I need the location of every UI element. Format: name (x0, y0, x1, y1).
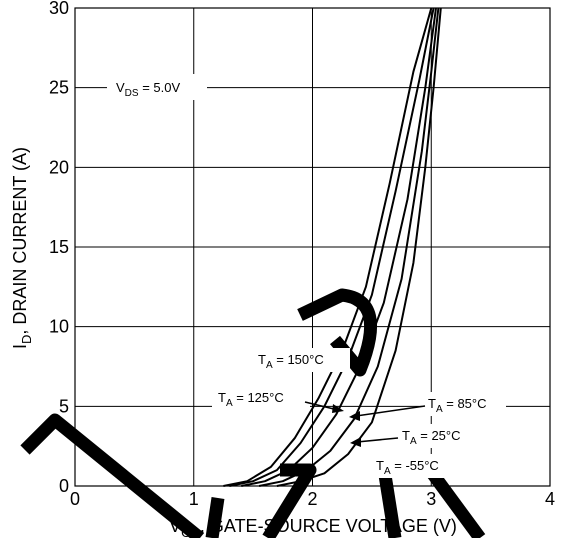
label-bg-85 (422, 392, 506, 416)
series-label-150-sub: A (266, 360, 273, 371)
y-tick-label-20: 20 (49, 157, 69, 177)
series-line-1 (229, 7, 435, 487)
x-tick-label-0: 0 (70, 489, 80, 509)
y-tick-label-30: 30 (49, 0, 69, 18)
series-label-125: TA = 125°C (218, 390, 284, 409)
arrowhead-85 (349, 411, 360, 421)
series-label-125-rest: = 125°C (233, 390, 284, 405)
grid-lines (75, 8, 550, 486)
series-label-85: TA = 85°C (428, 396, 487, 415)
series-label-m55-rest: = -55°C (391, 458, 439, 473)
series-label-125-sub: A (226, 398, 233, 409)
y-axis-title-sub: D (19, 335, 34, 344)
x-axis-title-rest: , GATE-SOURCE VOLTAGE (V) (200, 516, 457, 536)
watermark-stroke-1 (20, 413, 205, 538)
arrowhead-25 (350, 437, 361, 447)
series-label-150: TA = 150°C (258, 352, 324, 371)
label-bg-25 (396, 424, 480, 448)
series-label-125-main: T (218, 390, 226, 405)
series-label-m55-main: T (376, 458, 384, 473)
series-label-150-main: T (258, 352, 266, 367)
arrow-25 (356, 437, 399, 443)
x-tick-label-1: 1 (189, 489, 199, 509)
plot-frame (74, 7, 551, 487)
y-tick-label-5: 5 (59, 396, 69, 416)
y-tick-label-0: 0 (59, 476, 69, 496)
series-label-85-rest: = 85°C (443, 396, 487, 411)
x-tick-label-2: 2 (307, 489, 317, 509)
series-label-25-main: T (402, 428, 410, 443)
watermark-stroke-3 (262, 463, 317, 538)
series-labels: TA = 150°C TA = 125°C TA = 85°C TA = 25°… (212, 348, 506, 478)
watermark-stroke-5 (378, 473, 402, 538)
watermark-stroke-6 (424, 466, 486, 538)
series-label-150-rest: = 150°C (273, 352, 324, 367)
condition-label-main: V (116, 80, 125, 95)
condition-label-rest: = 5.0V (139, 80, 181, 95)
series-label-85-sub: A (436, 404, 443, 415)
arrow-85 (355, 405, 426, 417)
label-bg-125 (212, 386, 310, 410)
tick-labels: 0 1 2 3 4 0 5 10 15 20 25 30 (49, 0, 555, 509)
watermark-stroke-4 (297, 288, 378, 377)
condition-label-sub: DS (125, 88, 139, 99)
series-label-25-sub: A (410, 436, 417, 447)
x-axis-title: VGS, GATE-SOURCE VOLTAGE (V) (169, 516, 457, 538)
y-axis-title: ID, DRAIN CURRENT (A) (10, 147, 34, 349)
series-label-25: TA = 25°C (402, 428, 461, 447)
series-line-0 (223, 7, 433, 487)
series-label-25-rest: = 25°C (417, 428, 461, 443)
y-tick-label-10: 10 (49, 317, 69, 337)
x-tick-label-3: 3 (426, 489, 436, 509)
watermark-stroke-2 (205, 497, 225, 538)
series-label-m55: TA = -55°C (376, 458, 439, 477)
x-axis-title-main: V (169, 516, 181, 536)
x-axis-title-sub: GS (181, 525, 200, 538)
y-tick-label-15: 15 (49, 237, 69, 257)
y-axis-title-rest: , DRAIN CURRENT (A) (10, 147, 30, 335)
label-bg-150 (250, 348, 350, 372)
condition-label: VDS = 5.0V (116, 80, 180, 99)
x-tick-label-4: 4 (545, 489, 555, 509)
arrowhead-125 (332, 404, 344, 413)
series-line-2 (241, 7, 437, 487)
series-label-m55-sub: A (384, 466, 391, 477)
condition-label-bg (107, 74, 207, 100)
y-axis-title-main: I (10, 344, 30, 349)
watermark (20, 288, 486, 538)
y-tick-label-25: 25 (49, 78, 69, 98)
label-bg-m55 (370, 454, 458, 478)
series-label-85-main: T (428, 396, 436, 411)
